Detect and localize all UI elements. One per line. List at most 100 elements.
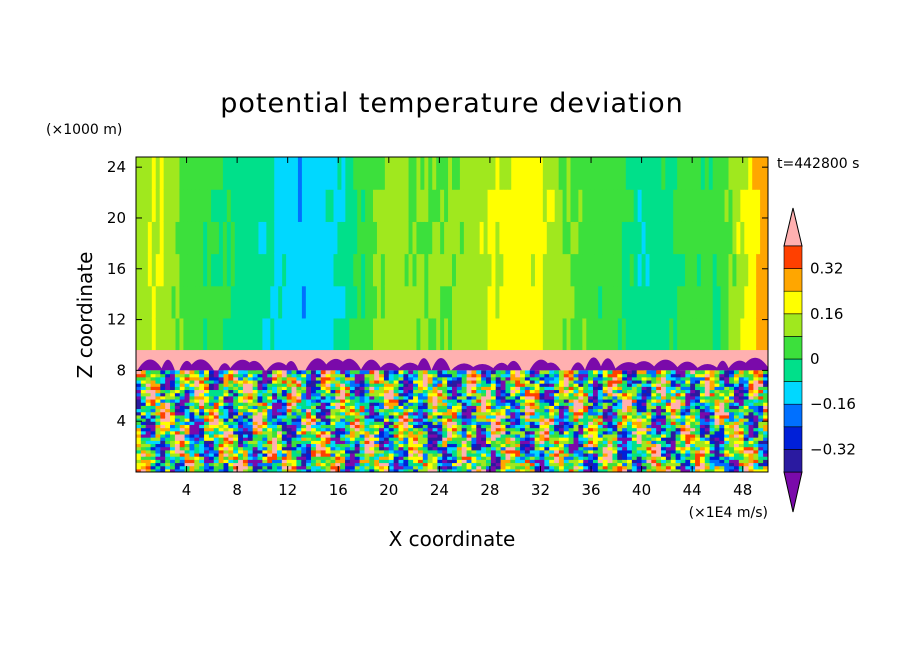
boundary-layer-cell (262, 418, 268, 422)
boundary-layer-cell (661, 427, 667, 432)
boundary-layer-cell (262, 462, 268, 467)
boundary-layer-cell (578, 424, 584, 429)
boundary-layer-cell (520, 402, 526, 406)
boundary-layer-cell (170, 449, 176, 454)
boundary-layer-cell (145, 452, 152, 457)
boundary-layer-cell (354, 411, 361, 416)
upper-layer-cell (523, 253, 528, 287)
upper-layer-cell (230, 221, 236, 255)
upper-layer-cell (760, 253, 765, 287)
boundary-layer-cell (374, 395, 380, 400)
boundary-layer-cell (646, 424, 652, 429)
upper-layer-cell (262, 253, 267, 287)
upper-layer-cell (282, 157, 287, 190)
boundary-layer-cell (374, 402, 380, 406)
boundary-layer-cell (558, 389, 565, 394)
boundary-layer-cell (665, 452, 672, 457)
boundary-layer-cell (374, 421, 380, 425)
boundary-layer-cell (417, 433, 424, 438)
boundary-layer-cell (184, 402, 191, 406)
boundary-layer-cell (597, 411, 604, 416)
upper-layer-cell (554, 285, 560, 319)
upper-layer-cell (376, 317, 382, 351)
boundary-layer-cell (719, 418, 725, 422)
boundary-layer-cell (490, 395, 497, 400)
boundary-layer-cell (179, 462, 186, 467)
boundary-layer-cell (554, 437, 560, 441)
boundary-layer-cell (218, 414, 225, 419)
boundary-layer-cell (393, 411, 400, 416)
boundary-layer-cell (568, 465, 575, 470)
upper-layer-cell (515, 317, 520, 351)
boundary-layer-cell (466, 437, 473, 441)
boundary-layer-cell (724, 395, 730, 400)
upper-layer-cell (479, 157, 485, 190)
upper-layer-cell (246, 189, 252, 222)
boundary-layer-cell (179, 468, 186, 472)
boundary-layer-cell (379, 414, 385, 419)
boundary-layer-cell (636, 465, 643, 470)
upper-layer-cell (452, 157, 457, 190)
boundary-layer-cell (461, 402, 468, 406)
boundary-layer-cell (257, 433, 263, 438)
boundary-layer-cell (554, 405, 560, 410)
boundary-layer-cell (150, 370, 157, 375)
boundary-layer-cell (524, 379, 531, 384)
boundary-layer-cell (495, 424, 502, 429)
boundary-layer-cell (272, 373, 278, 378)
boundary-layer-cell (461, 468, 468, 472)
boundary-layer-cell (524, 405, 531, 410)
upper-layer-cell (448, 189, 453, 222)
boundary-layer-cell (252, 465, 259, 470)
upper-layer-cell (519, 157, 524, 190)
boundary-layer-cell (656, 408, 662, 413)
boundary-layer-cell (189, 437, 195, 441)
boundary-layer-cell (680, 373, 686, 378)
boundary-layer-cell (320, 430, 327, 435)
boundary-layer-cell (276, 446, 283, 451)
boundary-layer-cell (665, 386, 672, 391)
boundary-layer-cell (281, 402, 288, 406)
boundary-layer-cell (252, 421, 259, 425)
upper-layer-cell (175, 189, 181, 222)
boundary-layer-cell (665, 459, 672, 464)
boundary-layer-cell (505, 440, 511, 445)
boundary-layer-cell (364, 452, 370, 457)
boundary-layer-cell (170, 446, 176, 451)
boundary-layer-cell (330, 446, 336, 451)
boundary-layer-cell (510, 383, 516, 387)
boundary-layer-cell (733, 421, 740, 425)
boundary-layer-cell (335, 395, 341, 400)
boundary-layer-cell (145, 440, 152, 445)
boundary-layer-cell (665, 405, 672, 410)
boundary-layer-cell (252, 373, 259, 378)
upper-layer-cell (491, 221, 497, 255)
boundary-layer-cell (184, 468, 191, 472)
upper-layer-cell (621, 285, 627, 319)
boundary-layer-cell (174, 398, 181, 403)
boundary-layer-cell (291, 408, 298, 413)
upper-layer-cell (341, 317, 346, 351)
boundary-layer-cell (408, 414, 414, 419)
boundary-layer-cell (699, 408, 706, 413)
upper-layer-cell (147, 317, 153, 351)
boundary-layer-cell (466, 411, 473, 416)
upper-layer-cell (215, 221, 220, 255)
boundary-layer-cell (383, 376, 390, 381)
boundary-layer-cell (588, 443, 594, 448)
boundary-layer-cell (549, 411, 555, 416)
upper-layer-cell (365, 189, 370, 222)
upper-layer-cell (542, 317, 548, 351)
boundary-layer-cell (369, 452, 375, 457)
boundary-layer-cell (549, 443, 555, 448)
upper-layer-cell (270, 157, 275, 190)
boundary-layer-cell (247, 398, 254, 403)
boundary-layer-cell (252, 402, 259, 406)
boundary-layer-cell (437, 395, 443, 400)
boundary-layer-cell (486, 379, 492, 384)
boundary-layer-cell (194, 440, 200, 445)
boundary-layer-cell (573, 440, 579, 445)
boundary-layer-cell (179, 379, 186, 384)
plume (360, 359, 383, 371)
boundary-layer-cell (563, 430, 570, 435)
